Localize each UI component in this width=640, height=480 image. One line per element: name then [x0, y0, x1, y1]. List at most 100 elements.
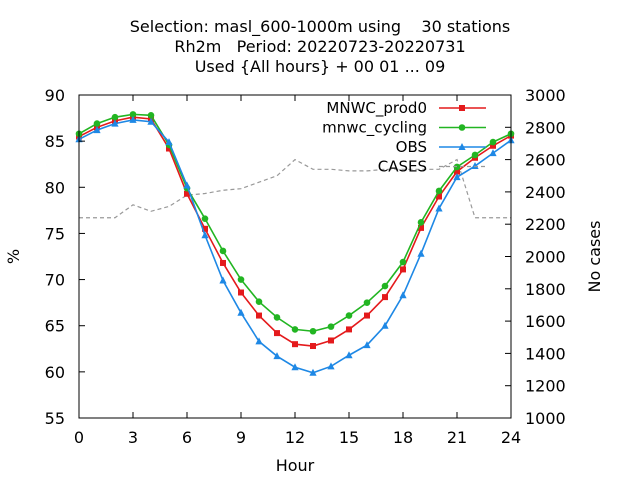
data-point-obs [219, 276, 227, 284]
data-point-mnwc-prod0 [274, 330, 280, 337]
y2-tick-label: 1000 [525, 409, 566, 428]
series-layer [75, 111, 515, 376]
data-point-mnwc-prod0 [292, 341, 298, 348]
legend-marker-obs [458, 143, 466, 150]
data-point-mnwc-cycling [273, 314, 281, 321]
data-point-mnwc-prod0 [364, 312, 370, 319]
y2-axis-label: No cases [585, 221, 604, 293]
data-point-obs [309, 368, 317, 376]
legend-marker-mnwc-prod0 [459, 105, 465, 111]
data-point-obs [471, 162, 479, 170]
x-axis-label: Hour [276, 456, 315, 475]
x-tick-label: 18 [393, 428, 413, 447]
data-point-obs [363, 341, 371, 349]
y-tick-label: 80 [45, 178, 65, 197]
data-point-mnwc-prod0 [220, 259, 226, 266]
data-point-mnwc-prod0 [310, 343, 316, 350]
data-point-mnwc-cycling [489, 138, 497, 146]
data-point-mnwc-cycling [435, 187, 443, 195]
series-line-cases [79, 158, 511, 219]
y2-tick-label: 2000 [525, 248, 566, 267]
chart-title-line-1: Selection: masl_600-1000m using 30 stati… [129, 17, 511, 36]
data-point-mnwc-prod0 [256, 312, 262, 319]
data-point-mnwc-prod0 [382, 294, 388, 301]
y-tick-label: 65 [45, 317, 65, 336]
data-point-mnwc-cycling [381, 282, 389, 290]
data-point-mnwc-cycling [129, 111, 137, 118]
legend-label-mnwc-cycling: mnwc_cycling [322, 119, 427, 138]
y2-tick-label: 1800 [525, 280, 566, 299]
legend-label-cases: CASES [378, 158, 427, 176]
data-point-mnwc-cycling [471, 151, 479, 159]
data-point-mnwc-cycling [111, 113, 119, 121]
data-point-mnwc-cycling [309, 327, 317, 335]
data-point-mnwc-cycling [219, 247, 227, 255]
x-tick-label: 12 [285, 428, 305, 447]
data-point-obs [93, 126, 101, 134]
data-point-mnwc-prod0 [454, 168, 460, 175]
x-tick-label: 21 [447, 428, 467, 447]
y-axis-label: % [4, 249, 23, 264]
data-point-mnwc-prod0 [166, 145, 172, 152]
data-point-mnwc-cycling [399, 258, 407, 266]
y-tick-label: 85 [45, 132, 65, 151]
y2-tick-label: 1600 [525, 312, 566, 331]
data-point-obs [327, 362, 335, 370]
y2-tick-label: 1400 [525, 344, 566, 363]
data-point-mnwc-prod0 [400, 266, 406, 273]
data-point-mnwc-prod0 [346, 326, 352, 333]
x-tick-label: 3 [128, 428, 138, 447]
data-point-mnwc-cycling [327, 323, 335, 330]
data-point-mnwc-prod0 [238, 289, 244, 296]
data-point-mnwc-cycling [93, 120, 101, 127]
y-tick-label: 90 [45, 86, 65, 105]
x-tick-label: 24 [501, 428, 521, 447]
y2-tick-label: 2400 [525, 183, 566, 202]
data-point-mnwc-prod0 [436, 193, 442, 200]
data-point-obs [165, 138, 173, 146]
x-tick-label: 9 [236, 428, 246, 447]
data-point-mnwc-cycling [291, 326, 299, 333]
y2-tick-label: 1200 [525, 377, 566, 396]
data-point-mnwc-cycling [237, 276, 245, 283]
data-point-obs [435, 204, 443, 212]
series-line-obs [78, 119, 512, 374]
legend-label-obs: OBS [396, 138, 427, 156]
series-line-mnwc-prod0 [78, 116, 512, 347]
x-tick-label: 15 [339, 428, 359, 447]
y-tick-label: 55 [45, 409, 65, 428]
data-point-mnwc-prod0 [328, 337, 334, 344]
data-point-obs [183, 181, 191, 189]
data-point-obs [417, 249, 425, 257]
tick-layer: 0 3 6 9 12 15 18 21 24 55 60 65 70 75 80 85 90 1000 1200 14… [45, 86, 566, 447]
y2-tick-label: 2200 [525, 215, 566, 234]
data-point-obs [489, 149, 497, 157]
data-point-mnwc-prod0 [490, 142, 496, 149]
data-point-mnwc-cycling [147, 112, 155, 119]
data-point-obs [291, 363, 299, 371]
data-point-obs [111, 119, 119, 127]
data-point-mnwc-cycling [417, 219, 425, 226]
data-point-obs [453, 173, 461, 181]
data-point-mnwc-prod0 [184, 190, 190, 197]
data-point-obs [147, 117, 155, 125]
chart-title-line-2: Rh2m Period: 20220723-20220731 [174, 37, 466, 56]
y-tick-label: 70 [45, 271, 65, 290]
y2-tick-label: 2600 [525, 151, 566, 170]
y2-tick-label: 2800 [525, 118, 566, 137]
data-point-obs [381, 321, 389, 329]
data-point-obs [129, 115, 137, 123]
data-point-obs [237, 308, 245, 316]
data-point-obs [201, 231, 209, 239]
x-tick-label: 6 [182, 428, 192, 447]
data-point-mnwc-prod0 [418, 224, 424, 231]
chart-title-line-3: Used {All hours} + 00 01 ... 09 [194, 57, 446, 76]
y2-tick-label: 3000 [525, 86, 566, 105]
data-point-obs [399, 291, 407, 299]
y-tick-label: 75 [45, 224, 65, 243]
data-point-obs [273, 352, 281, 360]
data-point-obs [255, 337, 263, 345]
data-point-mnwc-cycling [345, 312, 353, 319]
